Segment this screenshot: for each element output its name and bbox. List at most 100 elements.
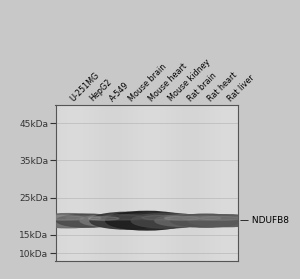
Bar — [75, 105, 76, 261]
Bar — [79, 105, 80, 261]
Bar — [230, 105, 231, 261]
Bar — [106, 105, 107, 261]
Bar — [89, 105, 90, 261]
Bar — [71, 105, 72, 261]
Bar — [170, 105, 171, 261]
Bar — [197, 105, 198, 261]
Bar — [190, 105, 191, 261]
Bar — [226, 105, 227, 261]
Bar — [200, 105, 201, 261]
Bar — [116, 105, 117, 261]
Bar — [218, 105, 219, 261]
Bar — [78, 105, 79, 261]
Bar — [148, 105, 149, 261]
Bar — [136, 105, 137, 261]
Bar — [62, 105, 63, 261]
Bar — [82, 105, 83, 261]
Bar — [232, 105, 233, 261]
Bar — [129, 105, 130, 261]
Bar — [237, 105, 238, 261]
Bar — [222, 105, 223, 261]
Bar — [85, 105, 86, 261]
Bar — [84, 105, 85, 261]
Bar — [132, 105, 133, 261]
Bar — [189, 105, 190, 261]
Bar — [56, 105, 57, 261]
Ellipse shape — [142, 215, 181, 220]
Bar — [220, 105, 221, 261]
Bar — [113, 105, 114, 261]
Ellipse shape — [66, 216, 101, 220]
Bar — [94, 105, 95, 261]
Bar — [176, 105, 177, 261]
Bar — [203, 105, 204, 261]
Bar — [130, 105, 131, 261]
Bar — [127, 105, 128, 261]
Bar — [83, 105, 84, 261]
Bar — [194, 105, 195, 261]
Bar — [111, 105, 112, 261]
Bar — [64, 105, 65, 261]
Bar — [61, 105, 62, 261]
Ellipse shape — [200, 217, 241, 220]
Bar — [68, 105, 69, 261]
Bar — [164, 105, 165, 261]
Bar — [186, 105, 187, 261]
Bar — [228, 105, 229, 261]
Bar — [174, 105, 175, 261]
Ellipse shape — [165, 217, 199, 220]
Bar — [227, 105, 228, 261]
Bar — [234, 105, 235, 261]
Bar — [72, 105, 73, 261]
Bar — [126, 105, 127, 261]
Bar — [128, 105, 129, 261]
Ellipse shape — [171, 214, 242, 227]
Bar — [88, 105, 89, 261]
Bar — [102, 105, 103, 261]
Bar — [172, 105, 173, 261]
Bar — [121, 105, 122, 261]
Bar — [167, 105, 168, 261]
Bar — [96, 105, 97, 261]
Bar — [188, 105, 189, 261]
Bar — [171, 105, 172, 261]
Bar — [199, 105, 200, 261]
Bar — [202, 105, 203, 261]
Bar — [73, 105, 74, 261]
Bar — [67, 105, 68, 261]
Bar — [213, 105, 214, 261]
Bar — [159, 105, 160, 261]
Bar — [214, 105, 215, 261]
Bar — [161, 105, 162, 261]
Bar — [205, 105, 206, 261]
Bar — [178, 105, 179, 261]
Bar — [138, 105, 139, 261]
Bar — [119, 105, 120, 261]
Bar — [233, 105, 234, 261]
Bar — [191, 105, 192, 261]
Bar — [105, 105, 106, 261]
Ellipse shape — [31, 214, 106, 228]
Bar — [57, 105, 58, 261]
Bar — [152, 105, 153, 261]
Bar — [225, 105, 226, 261]
Bar — [117, 105, 118, 261]
Bar — [97, 105, 98, 261]
Bar — [149, 105, 150, 261]
Text: — NDUFB8: — NDUFB8 — [240, 216, 289, 225]
Bar — [131, 105, 132, 261]
Bar — [76, 105, 77, 261]
Bar — [160, 105, 161, 261]
Bar — [65, 105, 66, 261]
Bar — [162, 105, 163, 261]
Bar — [93, 105, 94, 261]
Bar — [208, 105, 209, 261]
Bar — [236, 105, 237, 261]
Bar — [166, 105, 167, 261]
Ellipse shape — [182, 216, 220, 220]
Bar — [182, 105, 183, 261]
Bar — [107, 105, 108, 261]
Bar — [59, 105, 60, 261]
Bar — [114, 105, 115, 261]
Bar — [146, 105, 147, 261]
